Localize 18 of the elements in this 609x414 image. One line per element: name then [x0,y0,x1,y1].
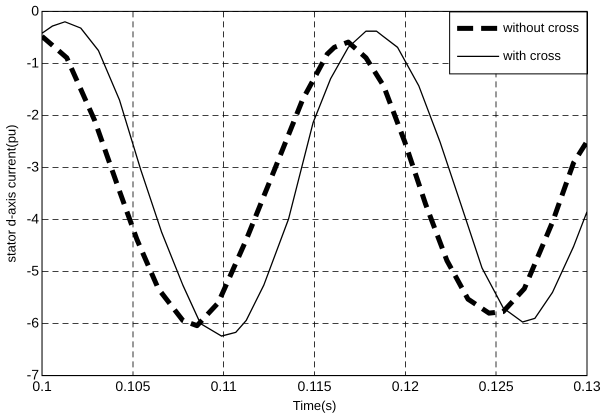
x-tick-label: 0.11 [210,378,238,394]
x-tick-label: 0.12 [392,378,420,394]
y-tick-label: -2 [26,106,40,122]
y-tick-label: -1 [26,54,40,70]
x-axis-title: Time(s) [292,398,336,413]
y-tick-label: 0 [31,2,40,18]
x-tick-label: 0.13 [573,378,601,394]
y-tick-label: -3 [26,158,40,174]
x-tick-label: 0.115 [298,378,332,394]
x-tick-label: 0.105 [115,378,151,394]
legend-label: with cross [502,48,562,63]
y-tick-label: -5 [26,262,40,278]
x-tick-label: 0.125 [478,378,514,394]
legend-label: without cross [502,20,580,35]
y-axis-title: stator d-axis current(pu) [3,124,18,262]
y-tick-label: -7 [26,366,40,382]
y-tick-label: -4 [26,210,40,226]
y-tick-label: -6 [26,314,40,330]
